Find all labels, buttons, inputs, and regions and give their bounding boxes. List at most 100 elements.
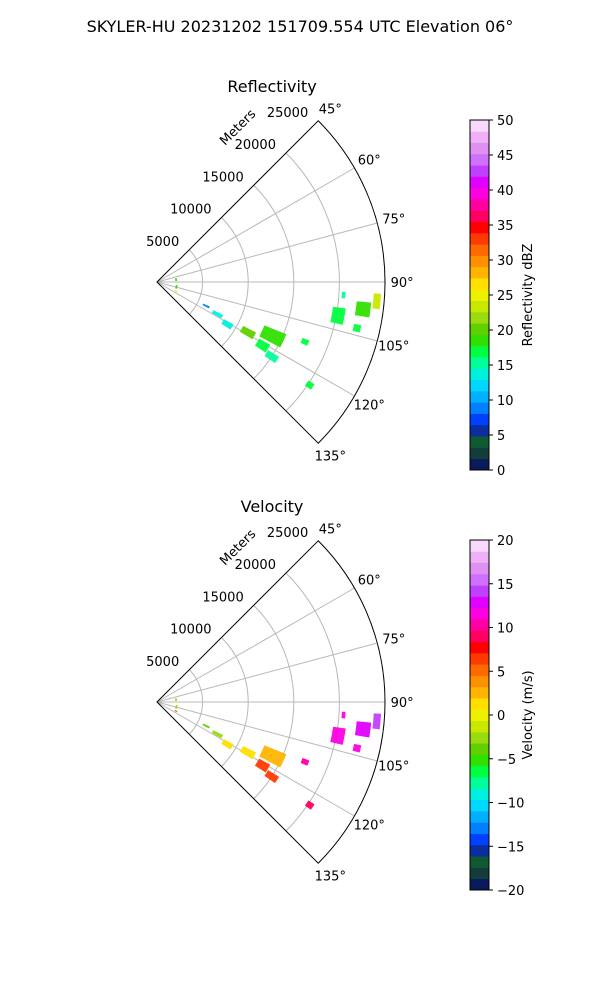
- colorbar-swatch: [470, 199, 489, 211]
- colorbar-swatch: [470, 165, 489, 177]
- azimuth-gridline: [156, 701, 355, 817]
- data-cell: [304, 800, 315, 810]
- colorbar-swatch: [470, 131, 489, 143]
- colorbar-swatch: [470, 777, 489, 789]
- colorbar-swatch: [470, 686, 489, 699]
- data-cell: [221, 319, 234, 330]
- figure-title: SKYLER-HU 20231202 151709.554 UTC Elevat…: [87, 17, 514, 36]
- colorbar-swatch: [470, 833, 489, 846]
- colorbar-swatch: [470, 458, 489, 471]
- azimuth-gridline: [156, 281, 378, 342]
- velocity-panel: Velocity 45° 60° 75° 90° 105° 120° 135° 5000 1000…: [146, 497, 536, 899]
- azimuth-tick-label: 90°: [391, 276, 414, 291]
- data-cell: [239, 325, 257, 340]
- colorbar-swatch: [470, 652, 489, 665]
- colorbar-swatch: [470, 334, 489, 347]
- data-cell: [174, 289, 178, 293]
- data-cell: [259, 745, 287, 768]
- colorbar-tick-label: 35: [497, 219, 514, 234]
- range-tick-label: 15000: [202, 590, 243, 605]
- colorbar-tick-label: 40: [497, 184, 514, 199]
- data-cell: [211, 730, 224, 739]
- colorbar-tick-label: 25: [497, 289, 514, 304]
- colorbar-tick-label: 5: [497, 429, 505, 444]
- reflectivity-panel: Reflectivity45°60°75°90°105°120°135°5000…: [146, 77, 536, 479]
- colorbar-tick-label: 0: [497, 464, 505, 479]
- colorbar-label: Reflectivity dBZ: [521, 244, 536, 347]
- panel-title: Reflectivity: [227, 77, 316, 96]
- colorbar-swatch: [470, 585, 489, 597]
- colorbar-label: Velocity (m/s): [521, 670, 536, 759]
- data-cell: [211, 310, 224, 319]
- colorbar-tick-label: 45: [497, 149, 514, 164]
- colorbar-swatch: [470, 630, 489, 643]
- colorbar-tick-label: −10: [497, 797, 524, 812]
- azimuth-tick-label: 90°: [391, 696, 414, 711]
- data-cell: [175, 704, 178, 709]
- colorbar: −20 −15 −10 −5 0 5 10 15 20 Velocity (m/s): [469, 534, 536, 899]
- colorbar-swatch: [470, 390, 489, 403]
- colorbar-swatch: [470, 743, 489, 755]
- azimuth-gridline: [156, 222, 378, 283]
- colorbar-tick-label: 10: [497, 394, 514, 409]
- colorbar-tick-label: 20: [497, 324, 514, 339]
- colorbar-swatch: [470, 664, 489, 676]
- sector-outline: [156, 540, 386, 864]
- colorbar-swatch: [470, 720, 489, 733]
- colorbar-swatch: [470, 698, 489, 710]
- azimuth-gridline: [156, 281, 355, 397]
- range-tick-label: 25000: [267, 106, 308, 121]
- colorbar-swatch: [470, 221, 489, 234]
- sector-outline: [156, 120, 386, 444]
- data-cell: [264, 770, 280, 784]
- azimuth-tick-label: 120°: [354, 819, 385, 834]
- azimuth-tick-label: 75°: [382, 633, 405, 648]
- data-cell: [174, 278, 178, 282]
- data-cell: [372, 713, 382, 730]
- data-cell: [304, 380, 315, 390]
- colorbar-tick-label: 0: [497, 709, 505, 724]
- colorbar-swatch: [470, 641, 489, 654]
- range-tick-label: 20000: [235, 138, 276, 153]
- data-cells: [174, 698, 382, 810]
- azimuth-tick-label: 135°: [315, 869, 346, 884]
- colorbar-tick-label: −20: [497, 884, 524, 899]
- azimuth-tick-label: 75°: [382, 213, 405, 228]
- colorbar-tick-label: 15: [497, 578, 514, 593]
- colorbar: 0 5 10 15 20 25 30 35 40 45 50 Reflectivity dBZ: [469, 114, 536, 479]
- colorbar-tick-label: 15: [497, 359, 514, 374]
- colorbar-swatch: [470, 176, 489, 189]
- colorbar-tick-label: 10: [497, 622, 514, 637]
- colorbar-swatch: [470, 551, 489, 563]
- data-cell: [300, 337, 310, 346]
- colorbar-swatch: [470, 799, 489, 812]
- colorbar-swatch: [470, 357, 489, 369]
- range-tick-label: 5000: [146, 655, 179, 670]
- colorbar-swatch: [470, 278, 489, 290]
- azimuth-gridline: [156, 167, 355, 283]
- data-cell: [174, 698, 178, 702]
- data-cell: [202, 303, 210, 309]
- colorbar-swatch: [470, 709, 489, 722]
- colorbar-swatch: [470, 142, 489, 155]
- range-tick-label: 25000: [267, 526, 308, 541]
- colorbar-swatch: [470, 540, 489, 552]
- azimuth-tick-label: 60°: [358, 153, 381, 168]
- colorbar-swatch: [470, 424, 489, 437]
- data-cell: [264, 350, 280, 364]
- colorbar-swatch: [470, 413, 489, 426]
- data-cell: [330, 306, 346, 325]
- azimuth-tick-label: 105°: [378, 759, 409, 774]
- colorbar-swatch: [470, 596, 489, 609]
- colorbar-swatch: [470, 153, 489, 166]
- azimuth-gridline: [156, 642, 378, 703]
- colorbar-tick-label: −15: [497, 840, 524, 855]
- colorbar-swatch: [470, 788, 489, 801]
- data-cell: [175, 284, 178, 289]
- data-cell: [354, 721, 372, 738]
- colorbar-swatch: [470, 368, 489, 381]
- colorbar-swatch: [470, 244, 489, 256]
- data-cell: [221, 739, 234, 750]
- colorbar-swatch: [470, 210, 489, 223]
